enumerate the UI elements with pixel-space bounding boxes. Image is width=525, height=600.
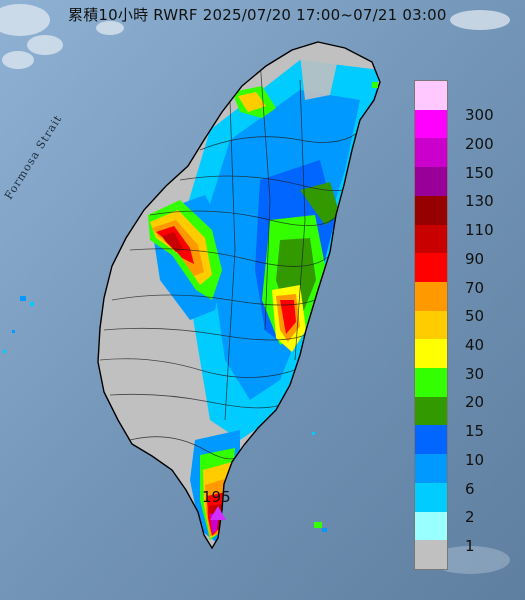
legend-swatch (415, 138, 447, 168)
legend-label: 130 (465, 192, 494, 211)
legend-label: 20 (465, 393, 485, 412)
legend-label: 300 (465, 106, 494, 125)
legend-label: 40 (465, 336, 485, 354)
island-outline (97, 41, 381, 550)
color-legend (414, 80, 448, 570)
legend-swatch (415, 396, 447, 426)
legend-swatch (415, 425, 447, 455)
offshore-specks (3, 82, 378, 532)
legend-swatch (415, 339, 447, 369)
legend-swatch (415, 482, 447, 512)
legend-label: 15 (465, 422, 485, 441)
legend-swatch (415, 310, 447, 340)
max-rainfall-marker (210, 506, 226, 520)
legend-swatch (415, 81, 447, 110)
legend-label: 50 (465, 307, 485, 326)
legend-label: 2 (465, 508, 475, 527)
legend-swatch (415, 224, 447, 254)
legend-label: 10 (465, 450, 485, 469)
legend-label: 150 (465, 163, 494, 182)
cloud-texture (0, 4, 510, 574)
max-rainfall-label: 195 (202, 488, 231, 506)
legend-swatch (415, 281, 447, 311)
legend-label: 6 (465, 479, 475, 498)
legend-swatch (415, 109, 447, 139)
legend-swatch (415, 167, 447, 196)
legend-label: 110 (465, 221, 494, 240)
legend-label: 90 (465, 249, 485, 268)
legend-label: 70 (465, 278, 485, 297)
legend-swatch (415, 195, 447, 225)
legend-swatch (415, 511, 447, 541)
legend-swatch (415, 454, 447, 483)
rainfall-layer (98, 50, 380, 545)
legend-swatch (415, 368, 447, 397)
map-title: 累積10小時 RWRF 2025/07/20 17:00~07/21 03:00 (68, 6, 447, 24)
legend-label: 30 (465, 364, 485, 383)
legend-swatch (415, 540, 447, 569)
legend-label: 1 (465, 536, 475, 555)
legend-label: 200 (465, 135, 494, 154)
legend-swatch (415, 253, 447, 282)
